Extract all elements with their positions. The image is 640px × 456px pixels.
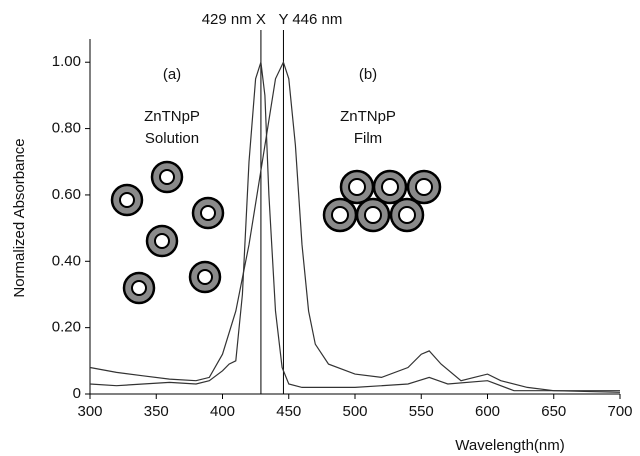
y-tick-label: 0: [73, 385, 81, 402]
x-tick-label: 550: [409, 403, 434, 420]
x-tick-label: 350: [144, 403, 169, 420]
x-tick-label: 700: [607, 403, 632, 420]
marker-label: 429 nm X: [202, 11, 266, 28]
annotation: Solution: [145, 130, 199, 147]
y-tick-label: 0.60: [52, 186, 81, 203]
y-axis-label: Normalized Absorbance: [11, 138, 28, 297]
film-molecules: [322, 169, 442, 233]
x-tick-label: 450: [276, 403, 301, 420]
annotation: (b): [359, 66, 377, 83]
y-tick-label: 0.40: [52, 252, 81, 269]
solution-molecules: [110, 160, 225, 305]
x-axis-label: Wavelength(nm): [455, 437, 564, 454]
annotation: (a): [163, 66, 181, 83]
marker-label: Y 446 nm: [278, 11, 342, 28]
annotation: ZnTNpP: [144, 108, 200, 125]
annotation: Film: [354, 130, 382, 147]
spectrum-line: [89, 62, 621, 393]
x-tick-label: 300: [77, 403, 102, 420]
x-tick-label: 600: [475, 403, 500, 420]
spectrum-line: [89, 60, 620, 392]
x-tick-label: 500: [342, 403, 367, 420]
x-tick-label: 650: [541, 403, 566, 420]
y-tick-label: 0.80: [52, 120, 81, 137]
y-tick-label: 0.20: [52, 319, 81, 336]
x-tick-label: 400: [210, 403, 235, 420]
annotation: ZnTNpP: [340, 108, 396, 125]
y-tick-label: 1.00: [52, 53, 81, 70]
